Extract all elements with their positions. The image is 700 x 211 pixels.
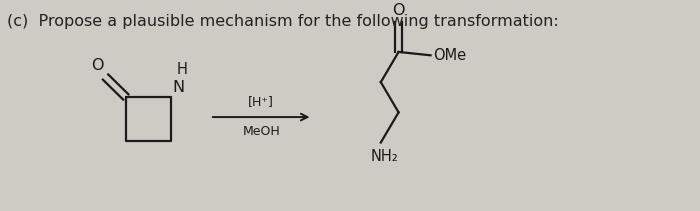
Text: H: H xyxy=(176,62,188,77)
Text: MeOH: MeOH xyxy=(242,125,280,138)
Text: N: N xyxy=(172,80,184,95)
Text: (c)  Propose a plausible mechanism for the following transformation:: (c) Propose a plausible mechanism for th… xyxy=(7,14,559,29)
Text: O: O xyxy=(392,3,405,18)
Text: NH₂: NH₂ xyxy=(370,149,398,164)
Text: O: O xyxy=(91,58,104,73)
Text: OMe: OMe xyxy=(433,48,466,63)
Text: [H⁺]: [H⁺] xyxy=(248,95,274,108)
